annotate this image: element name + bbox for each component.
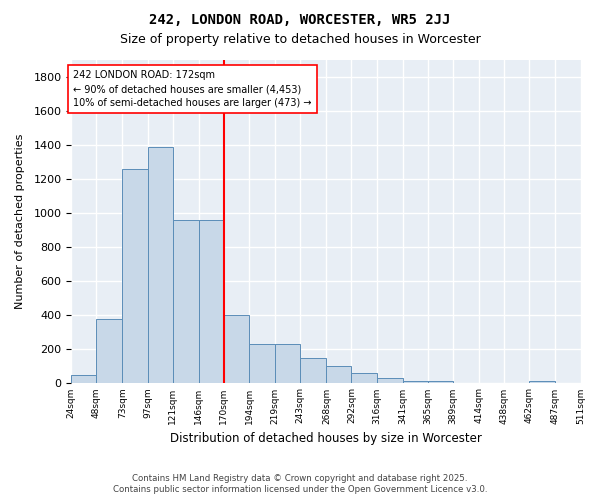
- Bar: [148, 146, 173, 383]
- Text: Size of property relative to detached houses in Worcester: Size of property relative to detached ho…: [119, 32, 481, 46]
- Text: Contains HM Land Registry data © Crown copyright and database right 2025.
Contai: Contains HM Land Registry data © Crown c…: [113, 474, 487, 494]
- Bar: [428, 382, 453, 383]
- Bar: [275, 344, 300, 383]
- Bar: [326, 366, 352, 383]
- Bar: [199, 220, 224, 383]
- Bar: [224, 315, 249, 383]
- Bar: [403, 382, 428, 383]
- Bar: [352, 373, 377, 383]
- Bar: [71, 374, 96, 383]
- Y-axis label: Number of detached properties: Number of detached properties: [15, 134, 25, 309]
- Bar: [529, 382, 556, 383]
- X-axis label: Distribution of detached houses by size in Worcester: Distribution of detached houses by size …: [170, 432, 482, 445]
- Bar: [377, 378, 403, 383]
- Bar: [300, 358, 326, 383]
- Text: 242 LONDON ROAD: 172sqm
← 90% of detached houses are smaller (4,453)
10% of semi: 242 LONDON ROAD: 172sqm ← 90% of detache…: [73, 70, 312, 108]
- Bar: [122, 169, 148, 383]
- Bar: [249, 344, 275, 383]
- Text: 242, LONDON ROAD, WORCESTER, WR5 2JJ: 242, LONDON ROAD, WORCESTER, WR5 2JJ: [149, 12, 451, 26]
- Bar: [96, 318, 122, 383]
- Bar: [173, 220, 199, 383]
